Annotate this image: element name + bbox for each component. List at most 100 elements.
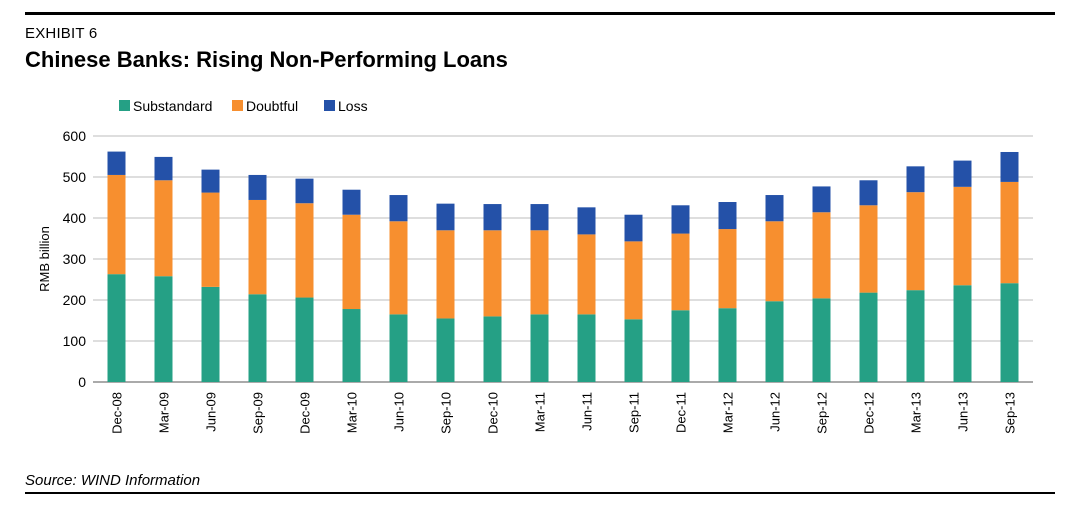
bar-doubtful xyxy=(248,199,267,295)
bar-loss xyxy=(436,203,455,231)
bar-substandard xyxy=(1000,283,1019,382)
bar-doubtful xyxy=(389,221,408,315)
bar-loss xyxy=(812,186,831,213)
bar-substandard xyxy=(718,308,737,382)
bar-doubtful xyxy=(1000,181,1019,284)
bar-doubtful xyxy=(577,234,596,315)
bar-substandard xyxy=(342,309,361,382)
x-tick-label: Jun-10 xyxy=(392,392,407,432)
legend-swatch-doubtful xyxy=(232,100,243,111)
x-tick-label: Mar-11 xyxy=(533,392,548,432)
legend-swatch-substandard xyxy=(119,100,130,111)
y-axis-label: RMB billion xyxy=(37,226,52,292)
x-tick-label: Mar-09 xyxy=(157,392,172,433)
bar-doubtful xyxy=(624,241,643,320)
bar-substandard xyxy=(953,285,972,382)
y-tick-label: 500 xyxy=(63,169,87,185)
x-tick-label: Dec-08 xyxy=(110,392,125,434)
bar-substandard xyxy=(295,297,314,382)
bar-loss xyxy=(624,214,643,242)
bar-substandard xyxy=(577,314,596,382)
legend-label-loss: Loss xyxy=(338,98,368,114)
bar-doubtful xyxy=(436,230,455,319)
bar-substandard xyxy=(201,286,220,382)
bar-doubtful xyxy=(906,192,925,291)
x-tick-label: Dec-10 xyxy=(486,392,501,434)
bar-substandard xyxy=(483,316,502,382)
bar-substandard xyxy=(436,318,455,382)
bar-loss xyxy=(859,180,878,206)
bar-loss xyxy=(718,202,737,230)
bar-doubtful xyxy=(718,229,737,309)
bottom-rule xyxy=(25,492,1055,494)
y-tick-label: 100 xyxy=(63,333,87,349)
bar-loss xyxy=(530,204,549,231)
bar-substandard xyxy=(154,276,173,382)
bar-loss xyxy=(342,189,361,215)
bar-doubtful xyxy=(859,205,878,293)
bar-doubtful xyxy=(107,174,126,275)
y-tick-label: 0 xyxy=(78,374,86,390)
y-tick-label: 400 xyxy=(63,210,87,226)
bar-substandard xyxy=(812,298,831,382)
bar-substandard xyxy=(859,292,878,382)
bar-substandard xyxy=(624,319,643,382)
x-tick-label: Sep-09 xyxy=(251,392,266,434)
bar-substandard xyxy=(671,310,690,382)
bar-doubtful xyxy=(765,221,784,302)
bar-loss xyxy=(154,156,173,181)
x-tick-label: Jun-13 xyxy=(956,392,971,432)
x-tick-label: Jun-12 xyxy=(768,392,783,432)
bar-substandard xyxy=(906,290,925,382)
y-tick-label: 600 xyxy=(63,128,87,144)
bar-loss xyxy=(765,195,784,222)
bar-loss xyxy=(389,195,408,222)
bar-doubtful xyxy=(671,233,690,311)
x-tick-label: Sep-13 xyxy=(1003,392,1018,434)
top-rule xyxy=(25,12,1055,15)
bar-substandard xyxy=(389,314,408,382)
bar-substandard xyxy=(248,294,267,382)
bar-doubtful xyxy=(812,212,831,299)
bar-loss xyxy=(483,204,502,231)
x-tick-label: Dec-11 xyxy=(674,392,689,433)
bar-loss xyxy=(107,151,126,175)
exhibit-label: EXHIBIT 6 xyxy=(25,25,98,42)
legend-label-doubtful: Doubtful xyxy=(246,98,298,114)
bar-doubtful xyxy=(295,203,314,298)
bar-substandard xyxy=(107,274,126,382)
y-tick-label: 200 xyxy=(63,292,87,308)
legend-swatch-loss xyxy=(324,100,335,111)
x-tick-label: Dec-09 xyxy=(298,392,313,434)
bar-loss xyxy=(1000,151,1019,182)
bar-loss xyxy=(201,169,220,193)
source-note: Source: WIND Information xyxy=(25,472,201,489)
bar-loss xyxy=(953,160,972,187)
x-tick-label: Sep-12 xyxy=(815,392,830,434)
bar-loss xyxy=(248,174,267,200)
chart-title: Chinese Banks: Rising Non-Performing Loa… xyxy=(25,47,508,72)
bar-substandard xyxy=(530,314,549,382)
bar-doubtful xyxy=(201,192,220,287)
x-tick-label: Dec-12 xyxy=(862,392,877,434)
bar-loss xyxy=(671,205,690,234)
x-tick-label: Mar-12 xyxy=(721,392,736,433)
bar-substandard xyxy=(765,301,784,382)
x-tick-label: Sep-11 xyxy=(627,392,642,433)
bar-loss xyxy=(295,178,314,204)
x-tick-label: Sep-10 xyxy=(439,392,454,434)
x-tick-label: Mar-10 xyxy=(345,392,360,433)
bar-doubtful xyxy=(530,230,549,315)
y-tick-label: 300 xyxy=(63,251,87,267)
bar-doubtful xyxy=(154,180,173,277)
bar-loss xyxy=(906,166,925,193)
bar-doubtful xyxy=(483,230,502,317)
x-tick-label: Jun-11 xyxy=(580,392,595,431)
bar-loss xyxy=(577,207,596,235)
legend-label-substandard: Substandard xyxy=(133,98,212,114)
bar-doubtful xyxy=(953,186,972,286)
bar-doubtful xyxy=(342,214,361,310)
x-tick-label: Jun-09 xyxy=(204,392,219,432)
x-tick-label: Mar-13 xyxy=(909,392,924,433)
